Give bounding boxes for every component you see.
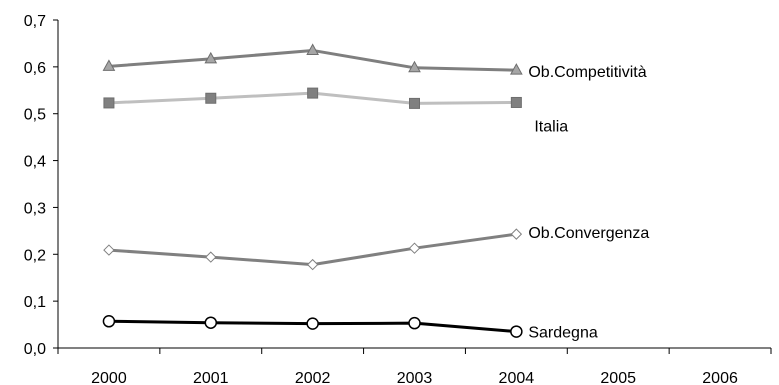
data-point-marker <box>306 258 319 271</box>
y-tick-labels: 0,0 0,1 0,2 0,3 0,4 0,5 0,6 0,7 <box>24 13 46 358</box>
data-point-marker <box>307 87 319 99</box>
series-ob-competitivit <box>102 43 523 75</box>
x-tick-label: 2006 <box>702 370 738 385</box>
y-tick-label: 0,1 <box>24 294 46 311</box>
y-tick-label: 0,7 <box>24 13 46 30</box>
y-tick-label: 0,0 <box>24 341 46 358</box>
data-point-marker <box>510 96 522 108</box>
data-point-marker <box>306 43 319 55</box>
data-point-marker <box>204 316 218 329</box>
data-point-marker <box>204 51 218 64</box>
data-point-marker <box>510 63 523 75</box>
series-label-sardegna: Sardegna <box>528 325 597 342</box>
y-tick-label: 0,3 <box>24 200 46 217</box>
data-point-marker <box>103 244 115 256</box>
data-point-marker <box>409 97 420 109</box>
x-tick-label: 2003 <box>397 370 433 385</box>
data-point-marker <box>408 316 421 330</box>
y-tick-label: 0,2 <box>24 247 46 264</box>
series-label-ob-competitivit: Ob.Competitività <box>528 64 646 81</box>
series-sardegna <box>102 315 523 338</box>
data-point-marker <box>408 242 421 254</box>
series-label-italia: Italia <box>534 118 568 135</box>
data-point-marker <box>205 92 217 104</box>
series-group <box>102 43 523 338</box>
data-point-marker <box>306 317 319 330</box>
data-point-marker <box>103 97 115 109</box>
x-tick-label: 2002 <box>295 370 331 385</box>
x-tick-label: 2005 <box>600 370 636 385</box>
y-tick-label: 0,4 <box>24 154 46 171</box>
series-ob-convergenza <box>103 228 523 271</box>
y-tick-label: 0,5 <box>24 107 46 124</box>
x-tick-labels: 2000 2001 2002 2003 2004 2005 2006 <box>91 370 738 385</box>
x-tick-label: 2004 <box>499 370 535 385</box>
x-tick-label: 2000 <box>91 370 127 385</box>
series-label-ob-convergenza: Ob.Convergenza <box>528 225 649 242</box>
data-point-marker <box>408 60 421 73</box>
data-point-marker <box>205 251 217 263</box>
data-point-marker <box>510 228 523 240</box>
series-labels: Ob.Competitività Italia Ob.Convergenza Sard… <box>528 64 649 341</box>
chart-axes <box>53 19 772 354</box>
y-tick-label: 0,6 <box>24 60 46 77</box>
series-italia <box>103 87 522 109</box>
data-point-marker <box>102 315 116 328</box>
x-tick-label: 2001 <box>193 370 229 385</box>
data-point-marker <box>510 325 523 338</box>
data-point-marker <box>102 59 116 71</box>
